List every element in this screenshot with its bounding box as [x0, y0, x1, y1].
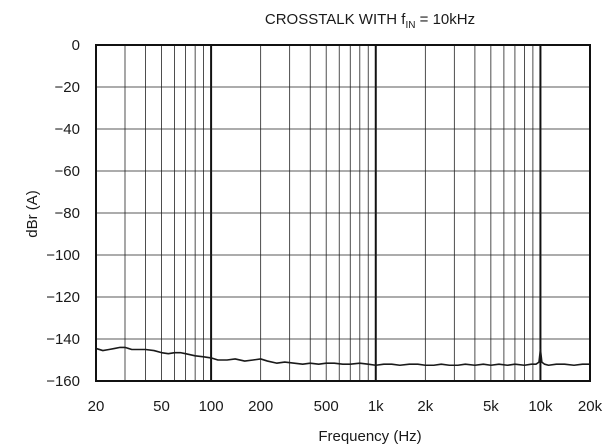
y-tick-label: −100	[46, 247, 80, 264]
plot-grid	[96, 45, 590, 381]
x-tick-label: 1k	[368, 398, 384, 415]
x-axis-label: Frequency (Hz)	[318, 428, 421, 445]
y-axis-ticks: 0 −20 −40 −60 −80 −100 −120 −140 −160	[46, 37, 80, 390]
x-tick-label: 20	[88, 398, 105, 415]
y-tick-label: −80	[55, 205, 80, 222]
plot-frame	[95, 44, 591, 382]
x-tick-label: 500	[314, 398, 339, 415]
y-axis-label: dBr (A)	[24, 190, 41, 238]
crosstalk-trace	[95, 346, 590, 367]
y-tick-label: −40	[55, 121, 80, 138]
x-tick-label: 2k	[417, 398, 433, 415]
y-tick-label: −20	[55, 79, 80, 96]
x-axis-ticks: 20 50 100 200 500 1k 2k 5k 10k 20k	[88, 398, 603, 415]
y-tick-label: −120	[46, 289, 80, 306]
chart-title: CROSSTALK WITH fIN = 10kHz	[265, 11, 475, 31]
x-tick-label: 200	[248, 398, 273, 415]
x-tick-label: 10k	[528, 398, 553, 415]
y-tick-label: −160	[46, 373, 80, 390]
chart-title-subscript: IN	[405, 20, 415, 31]
y-tick-label: −140	[46, 331, 80, 348]
y-tick-label: −60	[55, 163, 80, 180]
x-tick-label: 100	[199, 398, 224, 415]
y-tick-label: 0	[72, 37, 80, 54]
data-trace-group	[95, 346, 590, 367]
x-tick-label: 5k	[483, 398, 499, 415]
chart-title-prefix: CROSSTALK WITH f	[265, 11, 406, 28]
x-tick-label: 20k	[578, 398, 603, 415]
chart-title-suffix: = 10kHz	[415, 11, 475, 28]
x-tick-label: 50	[153, 398, 170, 415]
